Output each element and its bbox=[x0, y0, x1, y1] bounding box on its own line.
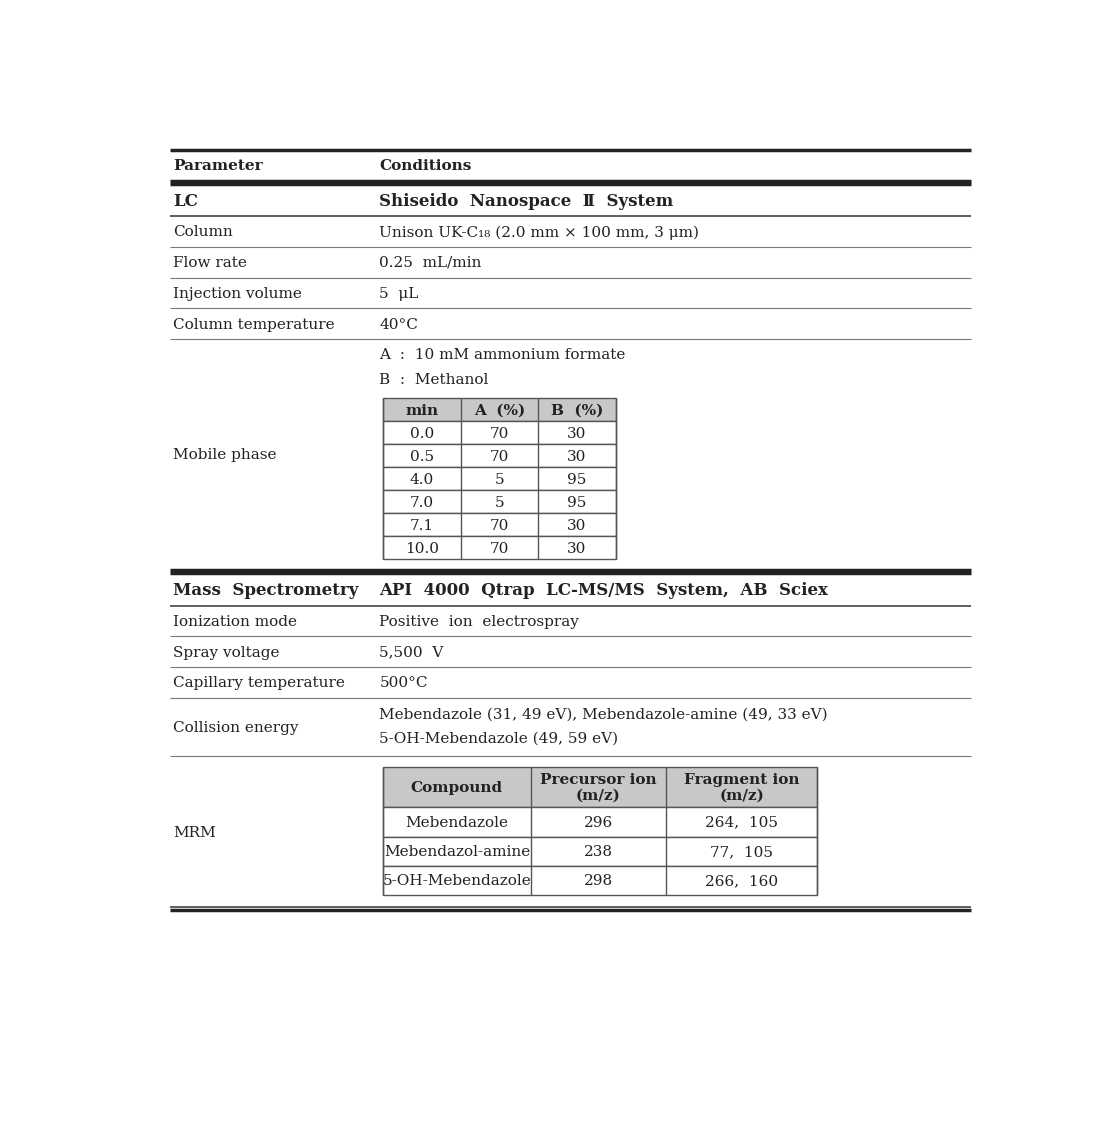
Text: Conditions: Conditions bbox=[380, 158, 472, 173]
Text: 95: 95 bbox=[568, 496, 587, 511]
Text: A  :  10 mM ammonium formate: A : 10 mM ammonium formate bbox=[380, 349, 626, 362]
Text: Mebendazole (31, 49 eV), Mebendazole-amine (49, 33 eV): Mebendazole (31, 49 eV), Mebendazole-ami… bbox=[380, 708, 828, 721]
Text: (m/z): (m/z) bbox=[575, 789, 621, 803]
Text: 500°C: 500°C bbox=[380, 677, 427, 691]
Bar bbox=[383, 807, 817, 837]
Text: 70: 70 bbox=[490, 451, 509, 464]
Text: 5: 5 bbox=[494, 496, 504, 511]
Bar bbox=[383, 866, 817, 895]
Text: Mass  Spectrometry: Mass Spectrometry bbox=[174, 583, 358, 600]
Text: 7.1: 7.1 bbox=[410, 520, 434, 533]
Text: 238: 238 bbox=[584, 844, 613, 859]
Text: min: min bbox=[405, 404, 439, 418]
Bar bbox=[383, 837, 817, 866]
Text: Precursor ion: Precursor ion bbox=[540, 773, 657, 788]
Text: Ionization mode: Ionization mode bbox=[174, 615, 297, 628]
Text: Column: Column bbox=[174, 225, 233, 239]
Text: 30: 30 bbox=[568, 542, 587, 557]
Text: Spray voltage: Spray voltage bbox=[174, 645, 279, 660]
Text: (m/z): (m/z) bbox=[719, 789, 765, 803]
Text: Compound: Compound bbox=[411, 781, 503, 795]
Text: 266,  160: 266, 160 bbox=[706, 874, 778, 889]
Bar bbox=[383, 444, 615, 466]
Text: Fragment ion: Fragment ion bbox=[683, 773, 799, 788]
Text: 5,500  V: 5,500 V bbox=[380, 645, 444, 660]
Bar bbox=[383, 767, 817, 807]
Text: 5  μL: 5 μL bbox=[380, 286, 418, 301]
Bar bbox=[383, 397, 615, 421]
Text: API  4000  Qtrap  LC-MS/MS  System,  AB  Sciex: API 4000 Qtrap LC-MS/MS System, AB Sciex bbox=[380, 583, 828, 600]
Text: 296: 296 bbox=[583, 816, 613, 830]
Text: 4.0: 4.0 bbox=[410, 473, 434, 487]
Bar bbox=[383, 421, 615, 444]
Text: 77,  105: 77, 105 bbox=[710, 844, 774, 859]
Text: 30: 30 bbox=[568, 451, 587, 464]
Text: Collision energy: Collision energy bbox=[174, 721, 298, 735]
Text: 264,  105: 264, 105 bbox=[706, 816, 778, 830]
Text: 30: 30 bbox=[568, 520, 587, 533]
Bar bbox=[383, 537, 615, 559]
Text: Flow rate: Flow rate bbox=[174, 256, 247, 269]
Text: Shiseido  Nanospace  Ⅱ  System: Shiseido Nanospace Ⅱ System bbox=[380, 192, 673, 209]
Text: Injection volume: Injection volume bbox=[174, 286, 302, 301]
Text: 30: 30 bbox=[568, 427, 587, 440]
Text: Mebendazol-amine: Mebendazol-amine bbox=[384, 844, 530, 859]
Text: B  :  Methanol: B : Methanol bbox=[380, 374, 489, 387]
Text: 0.5: 0.5 bbox=[410, 451, 434, 464]
Text: Unison UK-C₁₈ (2.0 mm × 100 mm, 3 μm): Unison UK-C₁₈ (2.0 mm × 100 mm, 3 μm) bbox=[380, 225, 699, 240]
Text: 7.0: 7.0 bbox=[410, 496, 434, 511]
Text: Positive  ion  electrospray: Positive ion electrospray bbox=[380, 615, 579, 628]
Text: Column temperature: Column temperature bbox=[174, 318, 335, 332]
Text: 298: 298 bbox=[583, 874, 613, 889]
Text: MRM: MRM bbox=[174, 825, 216, 840]
Bar bbox=[383, 490, 615, 513]
Text: 10.0: 10.0 bbox=[405, 542, 439, 557]
Bar bbox=[383, 466, 615, 490]
Text: Parameter: Parameter bbox=[174, 158, 263, 173]
Text: A  (%): A (%) bbox=[474, 404, 525, 418]
Text: 0.25  mL/min: 0.25 mL/min bbox=[380, 256, 482, 269]
Text: B  (%): B (%) bbox=[551, 404, 603, 418]
Text: 70: 70 bbox=[490, 427, 509, 440]
Bar bbox=[383, 513, 615, 537]
Text: 5: 5 bbox=[494, 473, 504, 487]
Text: 5-OH-Mebendazole: 5-OH-Mebendazole bbox=[383, 874, 531, 889]
Text: Capillary temperature: Capillary temperature bbox=[174, 677, 345, 691]
Text: LC: LC bbox=[174, 192, 198, 209]
Text: 70: 70 bbox=[490, 542, 509, 557]
Text: 0.0: 0.0 bbox=[410, 427, 434, 440]
Text: 70: 70 bbox=[490, 520, 509, 533]
Text: 95: 95 bbox=[568, 473, 587, 487]
Text: Mobile phase: Mobile phase bbox=[174, 448, 277, 463]
Text: 5-OH-Mebendazole (49, 59 eV): 5-OH-Mebendazole (49, 59 eV) bbox=[380, 731, 619, 746]
Text: 40°C: 40°C bbox=[380, 318, 418, 332]
Text: Mebendazole: Mebendazole bbox=[405, 816, 509, 830]
